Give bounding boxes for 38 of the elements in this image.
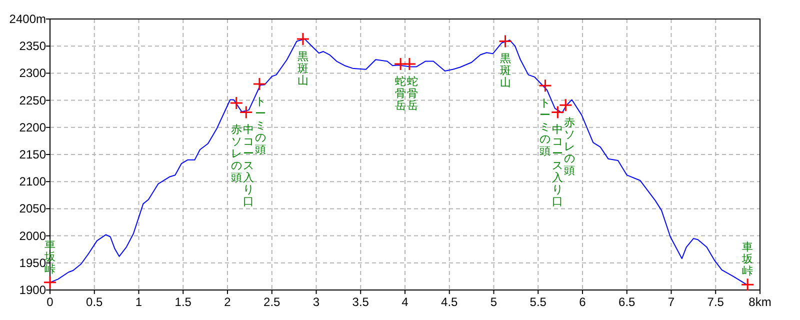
x-tick-label: 8km (748, 295, 772, 309)
annotation: 赤ソレの頭 (564, 117, 576, 178)
y-tick-label: 1900 (19, 283, 46, 297)
annotation: 赤ソレの頭 (230, 124, 242, 184)
annotation: 中コース入り口 (552, 124, 564, 208)
x-tick-label: 6 (579, 295, 586, 309)
x-tick-label: 7 (668, 295, 675, 309)
y-tick-label: 2050 (19, 202, 46, 216)
annotation: トーミの頭 (540, 98, 551, 158)
y-tick-label: 2000 (19, 228, 46, 243)
x-tick-label: 4 (402, 295, 409, 309)
annotation: 蛇骨岳 (407, 76, 418, 112)
annotation: 中コース入り口 (242, 124, 254, 208)
x-tick-label: 5.5 (530, 295, 547, 309)
y-tick-label: 2200 (19, 120, 46, 134)
x-tick-label: 2.5 (264, 295, 281, 309)
x-tick-label: 5 (490, 295, 498, 309)
y-tick-label: 2250 (19, 93, 46, 108)
y-tick-label: 2300 (19, 66, 46, 80)
x-tick-label: 4.5 (441, 295, 458, 309)
annotation: トーミの頭 (254, 96, 266, 156)
x-tick-label: 3 (312, 295, 320, 309)
annotation: 蛇骨岳 (395, 76, 406, 112)
x-tick-label: 6.5 (618, 295, 636, 309)
y-tick-label: 2400m (9, 12, 46, 26)
x-tick-label: 3.5 (352, 295, 370, 309)
x-tick-label: 0.5 (86, 295, 104, 309)
x-tick-label: 2 (224, 295, 232, 309)
annotation: 黒斑山 (297, 51, 308, 88)
x-tick-label: 7.5 (707, 295, 724, 309)
x-tick-label: 1 (135, 295, 142, 309)
annotation: 車坂峠 (742, 242, 754, 278)
y-tick-label: 2100 (19, 174, 46, 189)
y-tick-label: 2150 (19, 148, 46, 162)
annotation: 黒斑山 (500, 53, 511, 90)
x-tick-label: 1.5 (174, 295, 192, 309)
x-tick-label: 0 (46, 295, 54, 309)
y-tick-label: 2350 (19, 39, 46, 54)
